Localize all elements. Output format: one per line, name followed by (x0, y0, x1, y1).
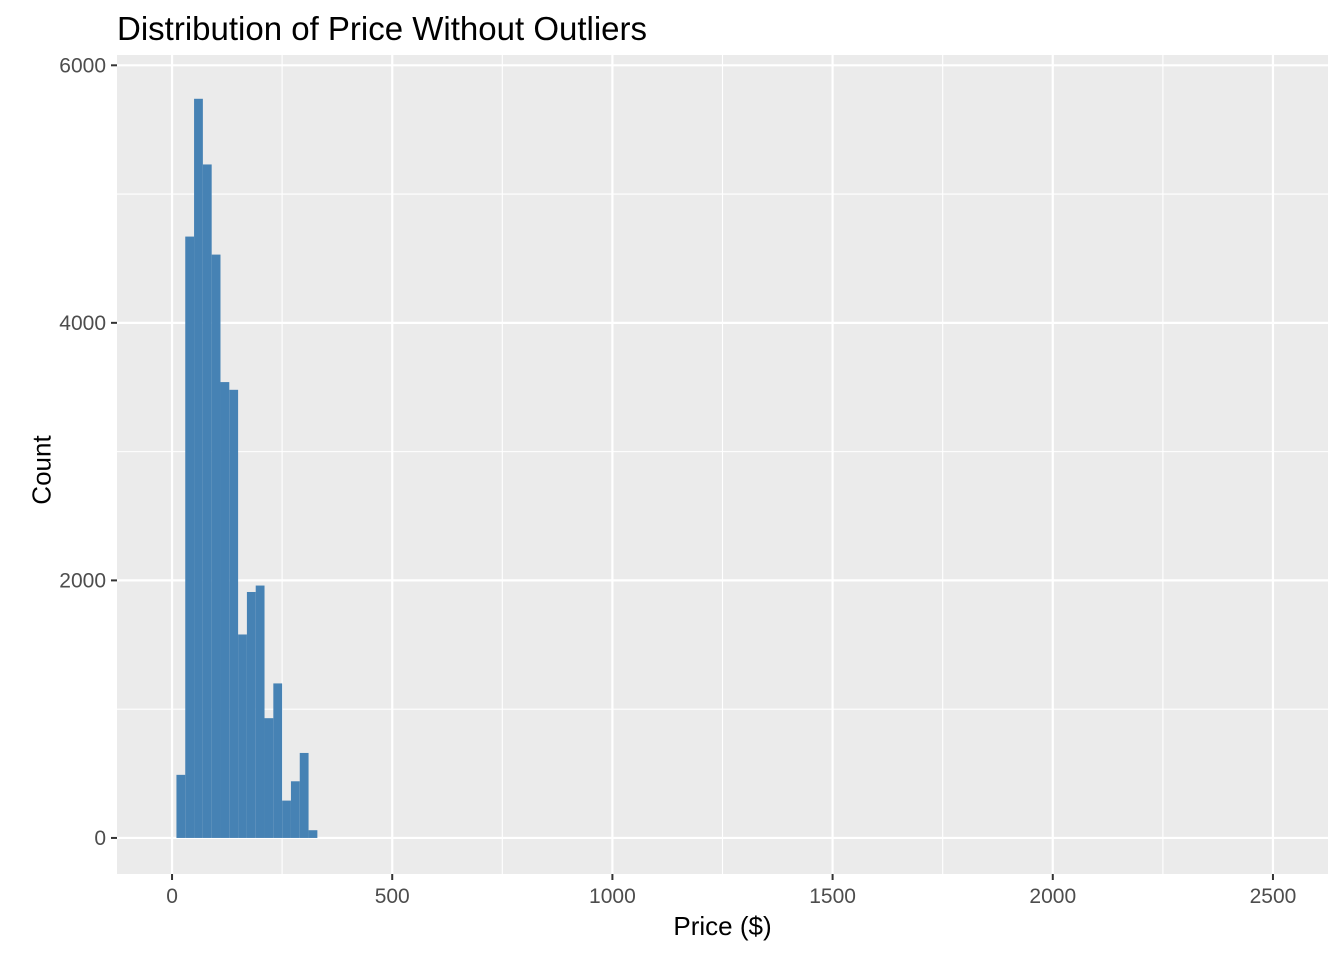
histogram-bar (264, 718, 274, 838)
x-tick-label: 1500 (809, 885, 856, 908)
histogram-bar (282, 800, 291, 838)
histogram-bar (255, 585, 265, 838)
x-axis-label: Price ($) (673, 911, 772, 941)
axis-ticks (111, 64, 1274, 880)
x-tick-label: 0 (166, 885, 178, 908)
histogram-bar (273, 683, 283, 838)
y-tick-label: 4000 (59, 312, 106, 335)
x-tick-label: 2500 (1250, 885, 1297, 908)
y-axis-tick-labels: 0 2000 4000 6000 (59, 54, 106, 850)
histogram-bar (246, 591, 256, 838)
histogram-bar (202, 164, 212, 838)
chart-title: Distribution of Price Without Outliers (117, 10, 648, 47)
histogram-bar (185, 236, 195, 838)
histogram-bar (176, 774, 186, 838)
histogram-bar (290, 781, 300, 838)
histogram-bar (308, 830, 318, 838)
x-tick-label: 1000 (589, 885, 636, 908)
y-axis-label: Count (26, 435, 57, 505)
y-tick-label: 6000 (59, 54, 106, 77)
x-tick-label: 500 (375, 885, 410, 908)
histogram-bar (229, 389, 239, 838)
histogram-bar (220, 382, 230, 838)
y-tick-label: 0 (94, 827, 106, 850)
x-tick-label: 2000 (1029, 885, 1076, 908)
histogram-bar (194, 98, 203, 838)
histogram-bar (211, 254, 221, 838)
histogram-bar (299, 752, 309, 838)
y-tick-label: 2000 (59, 569, 106, 592)
minor-gridlines (117, 55, 1328, 874)
histogram-bars (176, 98, 318, 838)
histogram-bar (238, 634, 247, 838)
x-axis-tick-labels: 0 500 1000 1500 2000 2500 (166, 885, 1296, 908)
major-gridlines (117, 55, 1328, 874)
